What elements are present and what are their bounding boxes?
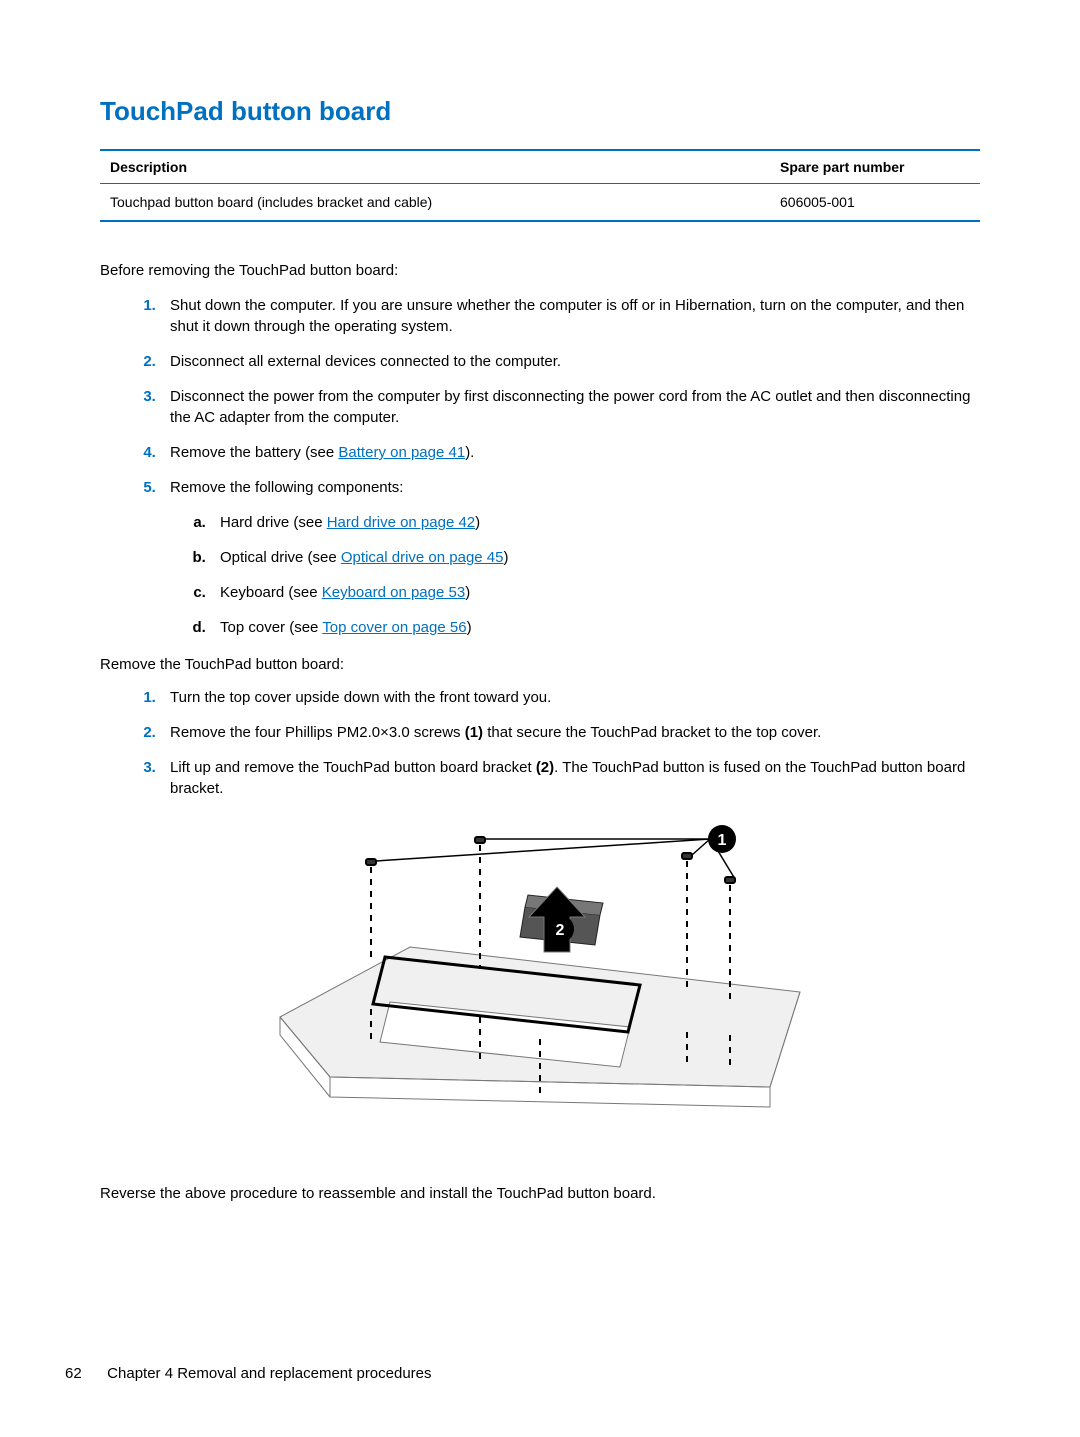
cell-spare-number: 606005-001 [770, 184, 980, 222]
keyboard-link[interactable]: Keyboard on page 53 [322, 584, 465, 601]
list-item: Hard drive (see Hard drive on page 42) [210, 512, 980, 533]
callout-2: 2 [556, 922, 565, 939]
col-spare-number: Spare part number [770, 150, 980, 184]
step-text: Disconnect all external devices connecte… [170, 353, 561, 370]
list-item: Remove the following components: Hard dr… [160, 477, 980, 638]
callout-ref-1: (1) [465, 724, 483, 741]
cell-description: Touchpad button board (includes bracket … [100, 184, 770, 222]
list-item: Remove the battery (see Battery on page … [160, 442, 980, 463]
list-item: Remove the four Phillips PM2.0×3.0 screw… [160, 722, 980, 743]
list-item: Disconnect the power from the computer b… [160, 386, 980, 428]
spare-part-table: Description Spare part number Touchpad b… [100, 149, 980, 222]
optical-drive-link[interactable]: Optical drive on page 45 [341, 549, 504, 566]
page-number: 62 [65, 1365, 103, 1382]
step-text: Disconnect the power from the computer b… [170, 388, 970, 426]
callout-1: 1 [718, 832, 727, 849]
intro2-text: Remove the TouchPad button board: [100, 656, 980, 673]
component-substeps: Hard drive (see Hard drive on page 42) O… [170, 512, 980, 638]
section-title: TouchPad button board [100, 96, 980, 127]
list-item: Shut down the computer. If you are unsur… [160, 295, 980, 337]
intro-text: Before removing the TouchPad button boar… [100, 262, 980, 279]
list-item: Lift up and remove the TouchPad button b… [160, 757, 980, 799]
table-row: Touchpad button board (includes bracket … [100, 184, 980, 222]
step-text: ). [465, 444, 474, 461]
step-text: Turn the top cover upside down with the … [170, 689, 551, 706]
step-text: Remove the battery (see [170, 444, 338, 461]
list-item: Turn the top cover upside down with the … [160, 687, 980, 708]
callout-ref-2: (2) [536, 759, 554, 776]
chapter-title: Chapter 4 Removal and replacement proced… [107, 1365, 431, 1382]
page-footer: 62 Chapter 4 Removal and replacement pro… [65, 1365, 980, 1382]
battery-link[interactable]: Battery on page 41 [338, 444, 465, 461]
diagram-svg: 1 2 [270, 817, 810, 1157]
diagram-container: 1 2 [100, 817, 980, 1157]
list-item: Keyboard (see Keyboard on page 53) [210, 582, 980, 603]
closing-text: Reverse the above procedure to reassembl… [100, 1185, 980, 1202]
step-text: Shut down the computer. If you are unsur… [170, 297, 964, 335]
hard-drive-link[interactable]: Hard drive on page 42 [327, 514, 475, 531]
step-text: Remove the following components: [170, 479, 403, 496]
list-item: Top cover (see Top cover on page 56) [210, 617, 980, 638]
touchpad-diagram: 1 2 [270, 817, 810, 1157]
list-item: Optical drive (see Optical drive on page… [210, 547, 980, 568]
list-item: Disconnect all external devices connecte… [160, 351, 980, 372]
document-page: TouchPad button board Description Spare … [0, 0, 1080, 1437]
col-description: Description [100, 150, 770, 184]
removal-steps: Turn the top cover upside down with the … [100, 687, 980, 799]
prep-steps: Shut down the computer. If you are unsur… [100, 295, 980, 638]
top-cover-link[interactable]: Top cover on page 56 [322, 619, 466, 636]
